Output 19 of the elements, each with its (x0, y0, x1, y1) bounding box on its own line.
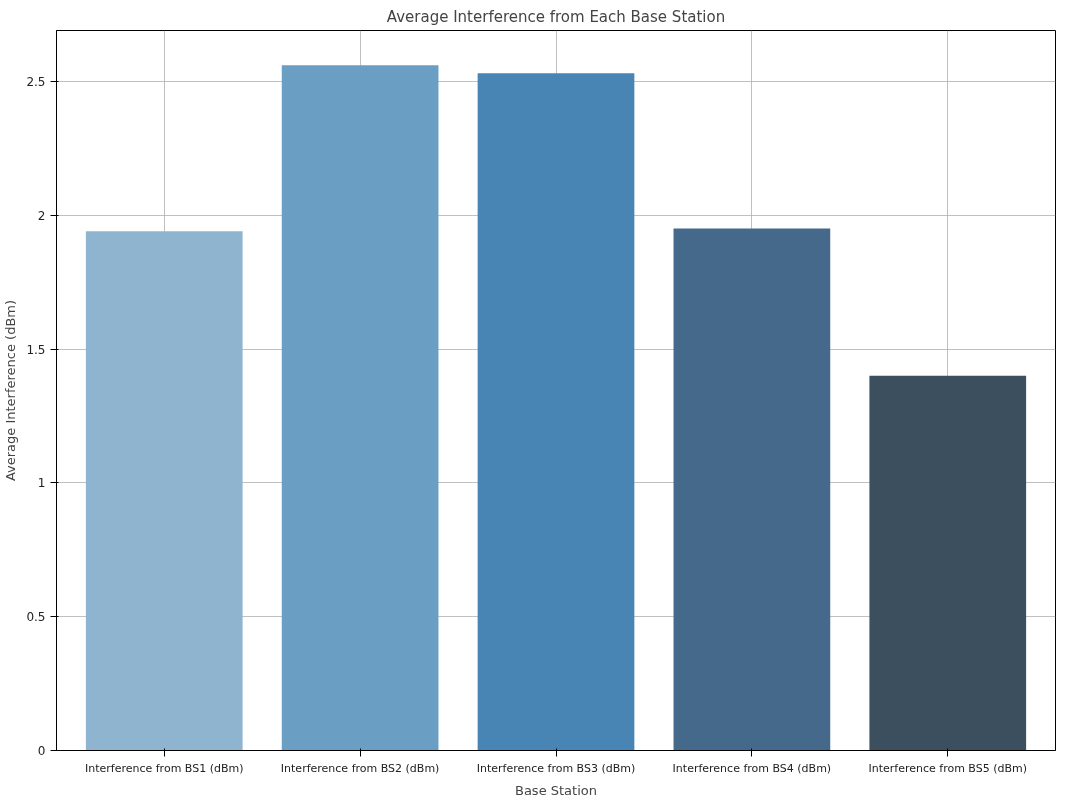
x-tick-label: Interference from BS3 (dBm) (476, 761, 636, 775)
x-tick-label: Interference from BS2 (dBm) (280, 761, 440, 775)
y-tick-label: 0 (37, 744, 46, 758)
y-tick-label: 1 (37, 476, 46, 491)
x-tick-label: Interference from BS4 (dBm) (672, 761, 832, 775)
x-tick-label: Interference from BS5 (dBm) (868, 761, 1028, 775)
y-axis-title: Average Interference (dBm) (3, 299, 19, 482)
bar (673, 228, 831, 751)
y-tick-label: 2.5 (26, 74, 46, 89)
y-tick-label: 2 (37, 208, 46, 223)
x-axis-title: Base Station (515, 782, 598, 798)
bar (281, 65, 439, 751)
y-tick-label: 1.5 (26, 342, 46, 357)
y-tick-label: 0.5 (26, 610, 46, 625)
chart-title: Average Interference from Each Base Station (386, 7, 726, 26)
x-tick-label: Interference from BS1 (dBm) (84, 761, 244, 775)
bar (477, 73, 635, 751)
bar (85, 231, 243, 751)
bar (869, 375, 1027, 751)
